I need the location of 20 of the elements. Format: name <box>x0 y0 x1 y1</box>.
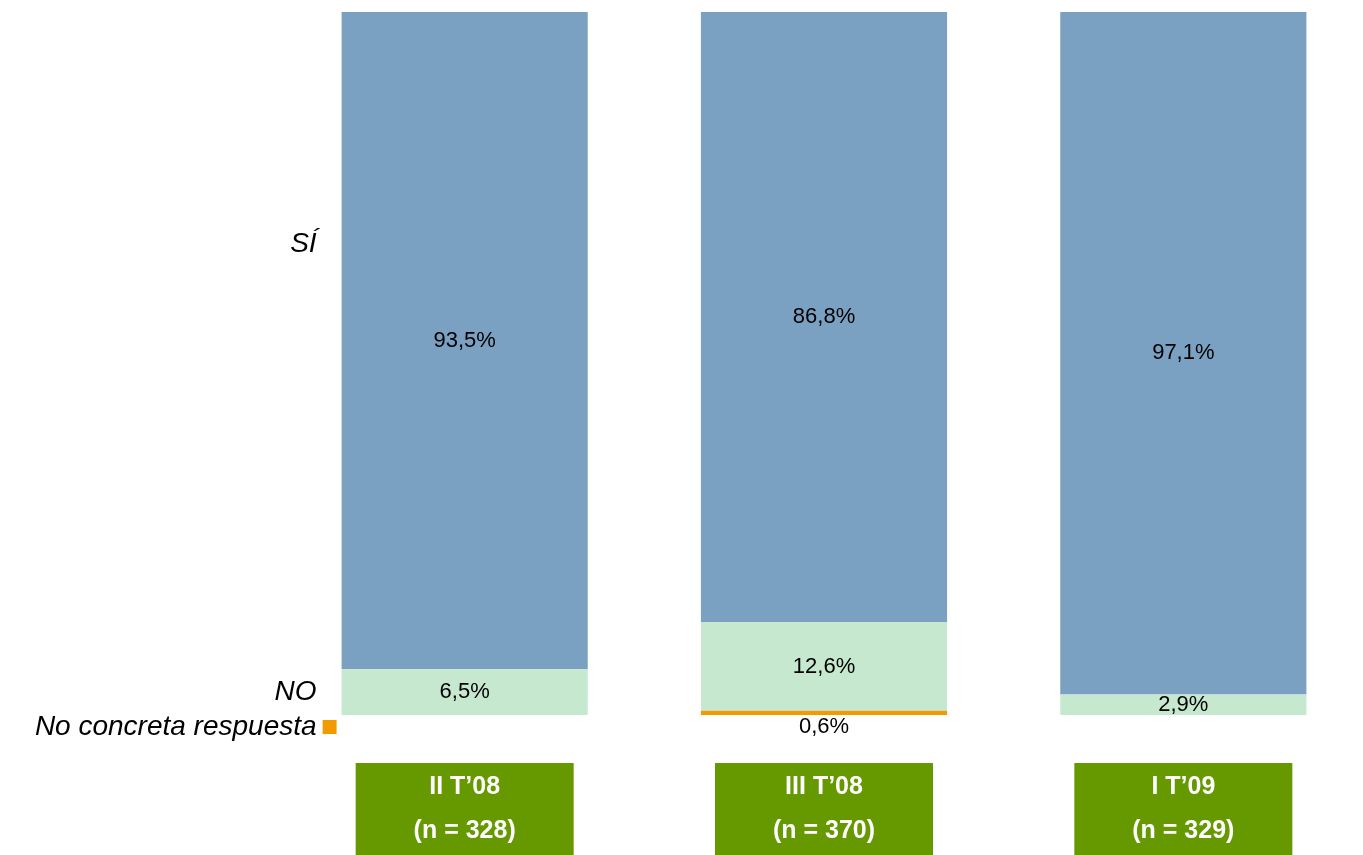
x-tick-label: II T’08 (n = 328) <box>413 770 516 843</box>
data-label: 12,6% <box>792 652 856 678</box>
bar <box>341 669 588 715</box>
bar <box>700 622 948 711</box>
data-label: 86,8% <box>792 303 856 329</box>
data-label: 2,9% <box>1158 690 1209 716</box>
x-tick-label: I T’09 (n = 329) <box>1132 770 1235 843</box>
data-label: 6,5% <box>439 678 490 704</box>
bar <box>1060 694 1307 715</box>
bar <box>341 12 588 670</box>
data-label: 93,5% <box>433 326 496 352</box>
bar <box>1060 12 1307 695</box>
data-label: 0,6% <box>798 713 850 739</box>
bar <box>700 710 948 715</box>
series-label: SÍ <box>290 226 321 258</box>
x-tick-label: III T’08 (n = 370) <box>772 770 876 843</box>
bar <box>700 12 948 623</box>
data-label: 97,1% <box>1152 339 1215 365</box>
series-label: NO <box>274 674 317 706</box>
legend-label: No concreta respuesta <box>34 709 317 741</box>
